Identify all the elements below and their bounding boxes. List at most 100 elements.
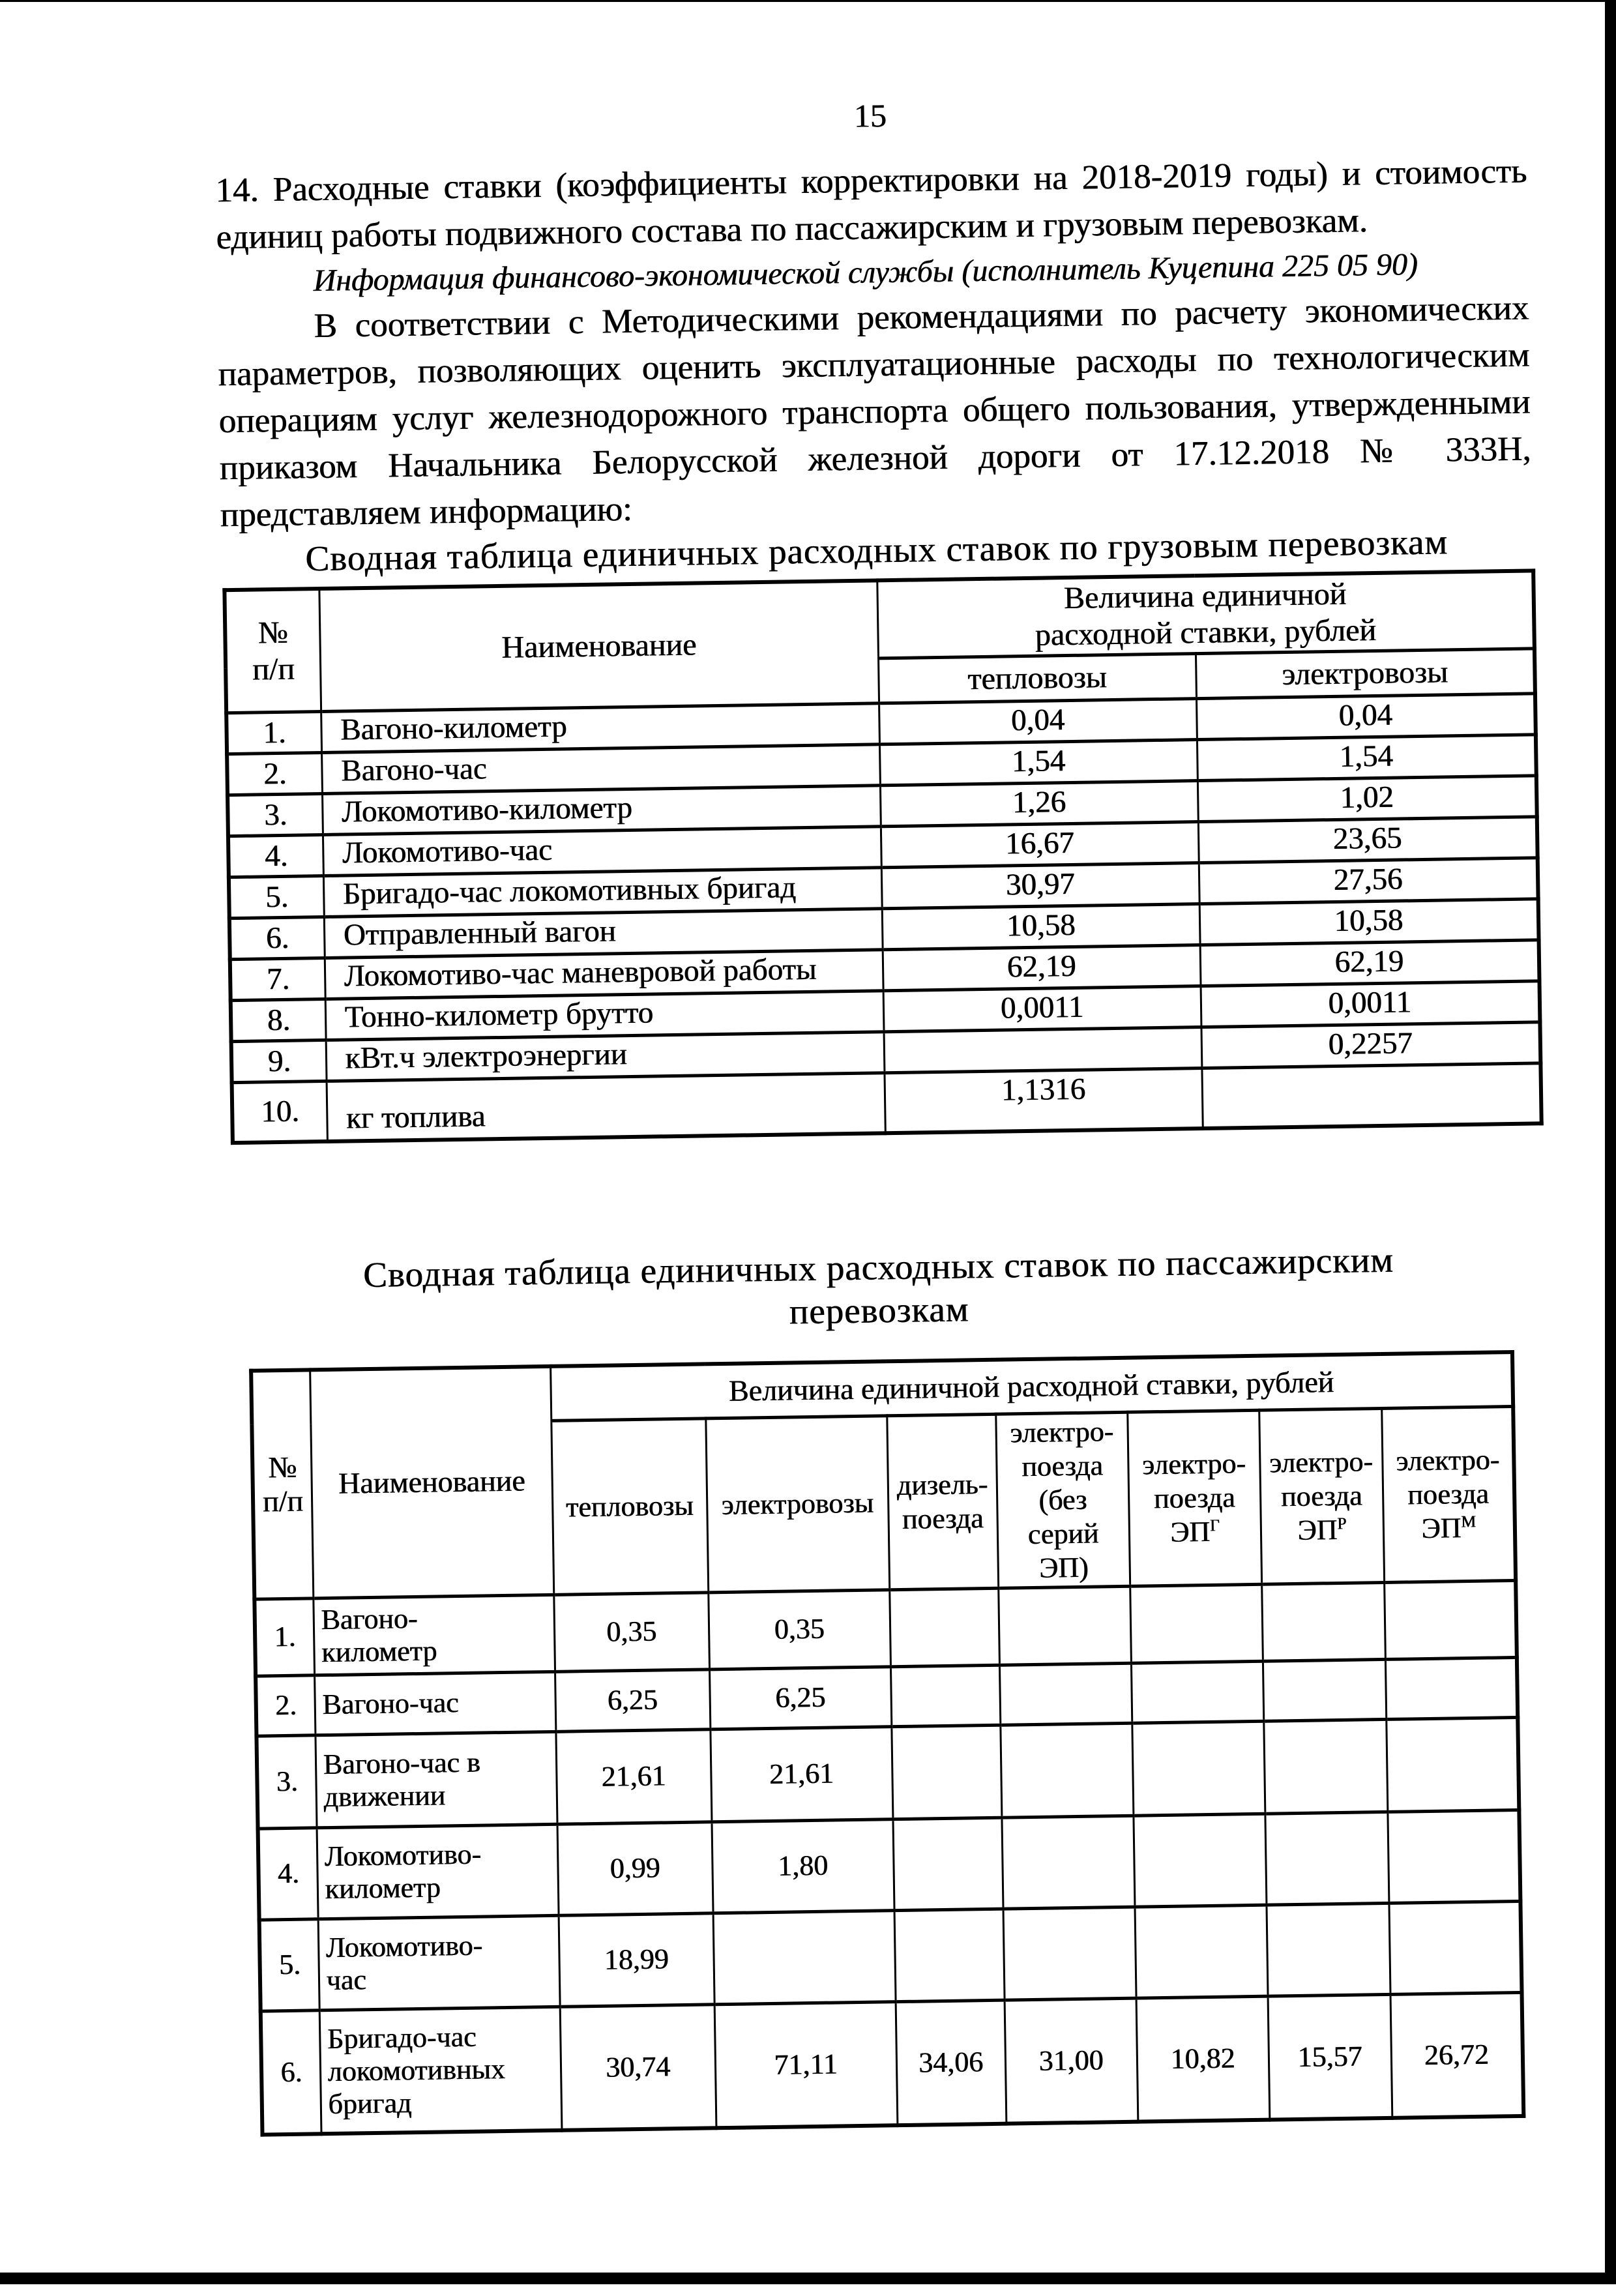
row-value-cell: 0,99 xyxy=(557,1821,713,1915)
row-value-cell xyxy=(889,1588,999,1666)
row-value-cell: 27,56 xyxy=(1199,858,1538,904)
row-number-cell: 3. xyxy=(256,1735,316,1828)
col-label: электро- поезда ЭП xyxy=(1142,1447,1246,1548)
row-number-cell: 1. xyxy=(226,712,321,754)
row-value-cell: 10,58 xyxy=(882,904,1200,950)
passenger-table-title: Сводная таблица единичных расходных став… xyxy=(248,1237,1510,1342)
row-value-cell xyxy=(892,1818,1003,1910)
row-name-cell: Вагоно-час xyxy=(314,1671,555,1735)
page-number: 15 xyxy=(214,87,1526,149)
row-value-cell: 18,99 xyxy=(559,1913,714,2007)
row-number-cell: 6. xyxy=(261,2010,321,2134)
row-value-cell xyxy=(1133,1814,1266,1907)
row-value-cell: 71,11 xyxy=(714,2001,898,2128)
row-value-cell: 1,80 xyxy=(711,1819,894,1913)
row-number-cell: 9. xyxy=(231,1040,327,1082)
row-number-cell: 2. xyxy=(227,753,322,795)
row-value-cell xyxy=(890,1665,1000,1726)
col-label-sup: Р xyxy=(1337,1514,1347,1533)
row-value-cell xyxy=(1387,1810,1520,1903)
body-paragraph: В соответствии с Методическими рекоменда… xyxy=(217,284,1532,538)
row-value-cell: 6,25 xyxy=(555,1669,710,1731)
row-value-cell: 16,67 xyxy=(881,822,1199,868)
row-value-cell: 62,19 xyxy=(1200,940,1540,986)
row-value-cell xyxy=(1001,1816,1134,1909)
col-label-sup: М xyxy=(1461,1512,1476,1531)
col-header-electric-train-epm: электро- поезда ЭПМ xyxy=(1381,1406,1516,1582)
col-header-diesel: тепловозы xyxy=(878,654,1196,703)
row-value-cell: 10,58 xyxy=(1199,899,1539,945)
col-label: электро- поезда ЭП xyxy=(1269,1445,1374,1546)
col-header-num: № п/п xyxy=(251,1370,313,1599)
col-header-num: № п/п xyxy=(224,589,321,713)
row-name-cell: Локомотиво- час xyxy=(318,1915,560,2010)
row-value-cell: 0,0011 xyxy=(1201,981,1540,1027)
row-value-cell xyxy=(1384,1580,1517,1659)
passenger-table: № п/п Наименование Величина единичной ра… xyxy=(249,1349,1525,2136)
row-value-cell xyxy=(998,1586,1131,1665)
row-value-cell: 1,54 xyxy=(879,740,1197,786)
row-value-cell xyxy=(999,1663,1132,1725)
row-name-cell: Вагоно-час в движении xyxy=(315,1731,557,1827)
row-name-cell: Локомотиво- километр xyxy=(317,1824,559,1919)
row-value-cell: 1,54 xyxy=(1197,735,1536,781)
row-value-cell: 23,65 xyxy=(1198,817,1538,863)
row-value-cell: 1,02 xyxy=(1197,776,1537,822)
row-number-cell: 7. xyxy=(230,958,325,1000)
row-value-cell: 34,06 xyxy=(896,2000,1006,2125)
col-label: электро- поезда ЭП xyxy=(1396,1443,1500,1544)
row-value-cell: 6,25 xyxy=(709,1666,891,1729)
row-value-cell xyxy=(1000,1723,1133,1818)
row-value-cell xyxy=(1132,1721,1265,1816)
row-value-cell: 15,57 xyxy=(1268,1994,1392,2120)
row-value-cell xyxy=(1385,1657,1518,1719)
row-value-cell xyxy=(1265,1812,1388,1905)
col-label: электровозы xyxy=(721,1486,874,1520)
scan-edge-top xyxy=(0,0,1616,2)
row-value-cell: 0,04 xyxy=(1196,694,1536,740)
row-value-cell xyxy=(1388,1901,1521,1994)
row-value-cell xyxy=(1130,1584,1263,1663)
row-name-cell: кг топлива xyxy=(327,1073,885,1141)
col-header-value-group: Величина единичной расходной ставки, руб… xyxy=(877,570,1535,658)
col-label: тепловозы xyxy=(566,1489,694,1523)
row-value-cell: 0,2257 xyxy=(1201,1022,1540,1068)
row-value-cell: 1,1316 xyxy=(884,1068,1202,1133)
row-value-cell: 62,19 xyxy=(883,945,1201,991)
row-value-cell: 0,04 xyxy=(879,699,1197,744)
row-value-cell xyxy=(891,1725,1001,1819)
freight-table: № п/п Наименование Величина единичной ра… xyxy=(222,568,1543,1144)
row-number-cell: 1. xyxy=(254,1598,314,1675)
row-value-cell xyxy=(1263,1659,1386,1721)
row-value-cell: 0,35 xyxy=(553,1592,709,1671)
col-header-electric-train-epg: электро- поезда ЭПГ xyxy=(1127,1410,1261,1586)
row-value-cell: 21,61 xyxy=(710,1726,892,1821)
col-label: дизель- поезда xyxy=(896,1467,988,1535)
row-number-cell: 5. xyxy=(259,1919,319,2010)
row-value-cell: 21,61 xyxy=(555,1729,711,1824)
row-value-cell xyxy=(1266,1903,1390,1996)
row-number-cell: 4. xyxy=(258,1827,318,1919)
row-value-cell xyxy=(1134,1905,1267,1998)
row-value-cell xyxy=(1263,1719,1387,1814)
scan-edge-right xyxy=(1605,0,1616,2284)
row-name-cell: Вагоно- километр xyxy=(313,1595,555,1675)
row-value-cell xyxy=(894,1909,1005,2001)
col-label: электро- поезда (без серий ЭП) xyxy=(1010,1415,1114,1584)
scan-edge-bottom xyxy=(0,2273,1616,2284)
row-value-cell xyxy=(1003,1907,1136,2000)
row-name-cell: Бригадо-час локомотивных бригад xyxy=(319,2007,562,2134)
row-value-cell: 1,26 xyxy=(880,781,1198,827)
row-number-cell: 4. xyxy=(228,835,323,877)
col-header-name: Наименование xyxy=(319,580,879,711)
row-number-cell: 3. xyxy=(228,794,323,836)
row-value-cell: 31,00 xyxy=(1005,1998,1138,2124)
col-header-diesel-train: дизель- поезда xyxy=(887,1414,998,1589)
row-value-cell: 0,0011 xyxy=(883,986,1201,1032)
row-number-cell: 8. xyxy=(231,999,326,1041)
row-number-cell: 5. xyxy=(229,876,324,918)
row-value-cell: 30,97 xyxy=(881,863,1199,909)
col-header-diesel-loco: тепловозы xyxy=(551,1418,708,1594)
